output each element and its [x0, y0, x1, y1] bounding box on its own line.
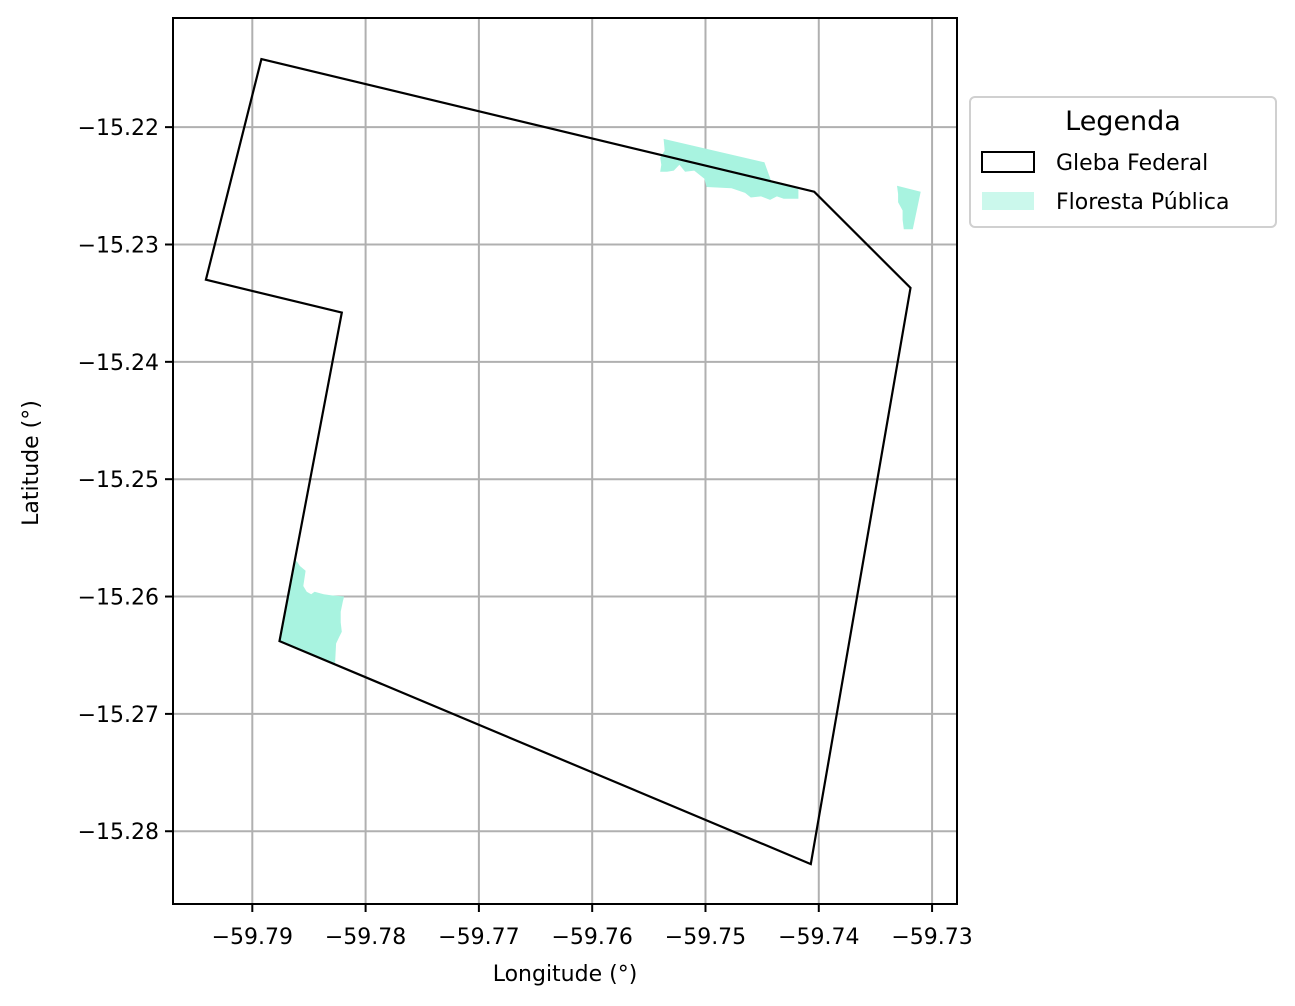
legend-swatch-gleba-federal: [981, 151, 1035, 173]
x-tick-label: −59.79: [212, 925, 293, 950]
legend-box: [969, 96, 1277, 228]
floresta-publica-polygon: [660, 138, 799, 200]
gleba-federal-polygon: [204, 57, 912, 866]
x-axis-label: Longitude (°): [493, 962, 638, 987]
legend-label-floresta-publica: Floresta Pública: [1056, 190, 1229, 215]
y-axis-label: Latitude (°): [19, 400, 44, 526]
plot-frame: [172, 17, 958, 905]
x-tick-label: −59.77: [438, 925, 519, 950]
legend-swatch-floresta-publica: [982, 192, 1034, 210]
legend: Legenda Gleba Federal Floresta Pública: [969, 96, 1277, 228]
y-tick-label: −15.22: [78, 116, 159, 141]
legend-title: Legenda: [1065, 106, 1181, 137]
grid: [173, 18, 957, 904]
y-tick-label: −15.25: [78, 468, 159, 493]
y-axis: −15.22 −15.23 −15.24 −15.25 −15.26 −15.27 −15.…: [78, 116, 173, 845]
y-tick-label: −15.27: [78, 703, 159, 728]
y-tick-label: −15.28: [78, 820, 159, 845]
y-tick-label: −15.26: [78, 586, 159, 611]
floresta-publica-polygon: [897, 185, 921, 230]
gleba-federal-layer: [204, 57, 912, 866]
x-tick-label: −59.78: [325, 925, 406, 950]
x-tick-label: −59.74: [778, 925, 859, 950]
legend-label-gleba-federal: Gleba Federal: [1056, 151, 1208, 176]
floresta-publica-layer: [278, 138, 921, 665]
x-axis: −59.79 −59.78 −59.77 −59.76 −59.75 −59.74 −59.…: [212, 904, 973, 950]
x-tick-label: −59.73: [891, 925, 972, 950]
y-tick-label: −15.24: [78, 351, 159, 376]
x-tick-label: −59.76: [551, 925, 632, 950]
y-tick-label: −15.23: [78, 233, 159, 258]
floresta-publica-polygon: [278, 560, 345, 665]
x-tick-label: −59.75: [665, 925, 746, 950]
